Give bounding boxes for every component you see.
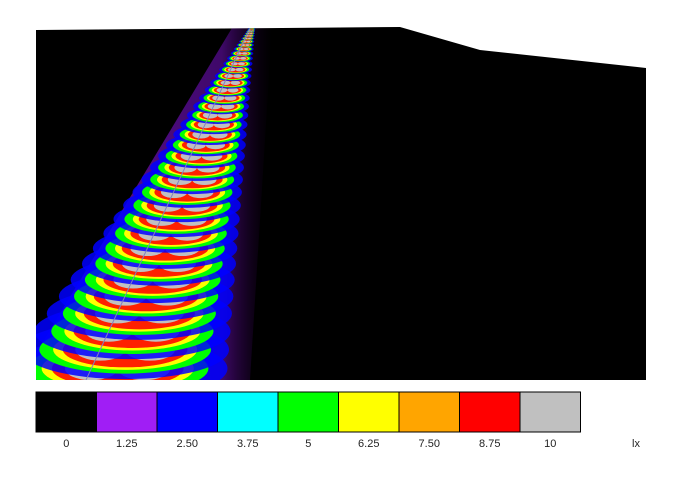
light-core: [237, 62, 245, 66]
light-core: [243, 47, 249, 51]
light-core: [247, 37, 252, 40]
light-core: [233, 56, 241, 60]
legend-swatch: [156, 391, 218, 433]
light-core: [240, 56, 247, 60]
legend-swatch: [519, 391, 581, 433]
light-core: [235, 67, 244, 72]
legend-label: 0: [63, 438, 69, 450]
light-band: [249, 27, 255, 29]
legend-swatch: [35, 391, 97, 433]
legend-label: 7.50: [419, 438, 440, 450]
legend-swatch: [217, 391, 279, 433]
legend-label: 5: [305, 438, 311, 450]
legend-swatch: [277, 391, 339, 433]
legend-label: 3.75: [237, 438, 258, 450]
legend-label: 8.75: [479, 438, 500, 450]
light-core: [241, 52, 248, 55]
lane-line: [85, 27, 251, 380]
light-core: [224, 95, 237, 101]
legend-swatch: [96, 391, 158, 433]
legend-swatch: [398, 391, 460, 433]
legend: 0 1.25 2.50 3.75 5 6.25 7.50 8.75 10 lx: [35, 391, 640, 450]
light-core: [248, 35, 252, 37]
light-core: [252, 27, 254, 29]
light-core: [212, 95, 225, 101]
light-core: [224, 73, 234, 78]
legend-swatch: [338, 391, 400, 433]
light-core: [246, 40, 251, 43]
light-core: [250, 27, 252, 29]
light-core: [230, 62, 238, 66]
legend-label: 10: [544, 438, 556, 450]
legend-swatch: [459, 391, 521, 433]
light-core: [233, 73, 242, 78]
light-core: [230, 80, 241, 85]
light-core: [249, 32, 253, 35]
light-core: [245, 44, 250, 46]
legend-label: 2.50: [177, 438, 198, 450]
legend-label: 6.25: [358, 438, 379, 450]
light-core: [216, 87, 228, 93]
legend-unit: lx: [632, 438, 640, 450]
light-core: [220, 80, 231, 85]
road-rendering: [36, 27, 272, 380]
light-core: [250, 31, 253, 33]
legend-label: 1.25: [116, 438, 137, 450]
light-core: [227, 87, 239, 93]
